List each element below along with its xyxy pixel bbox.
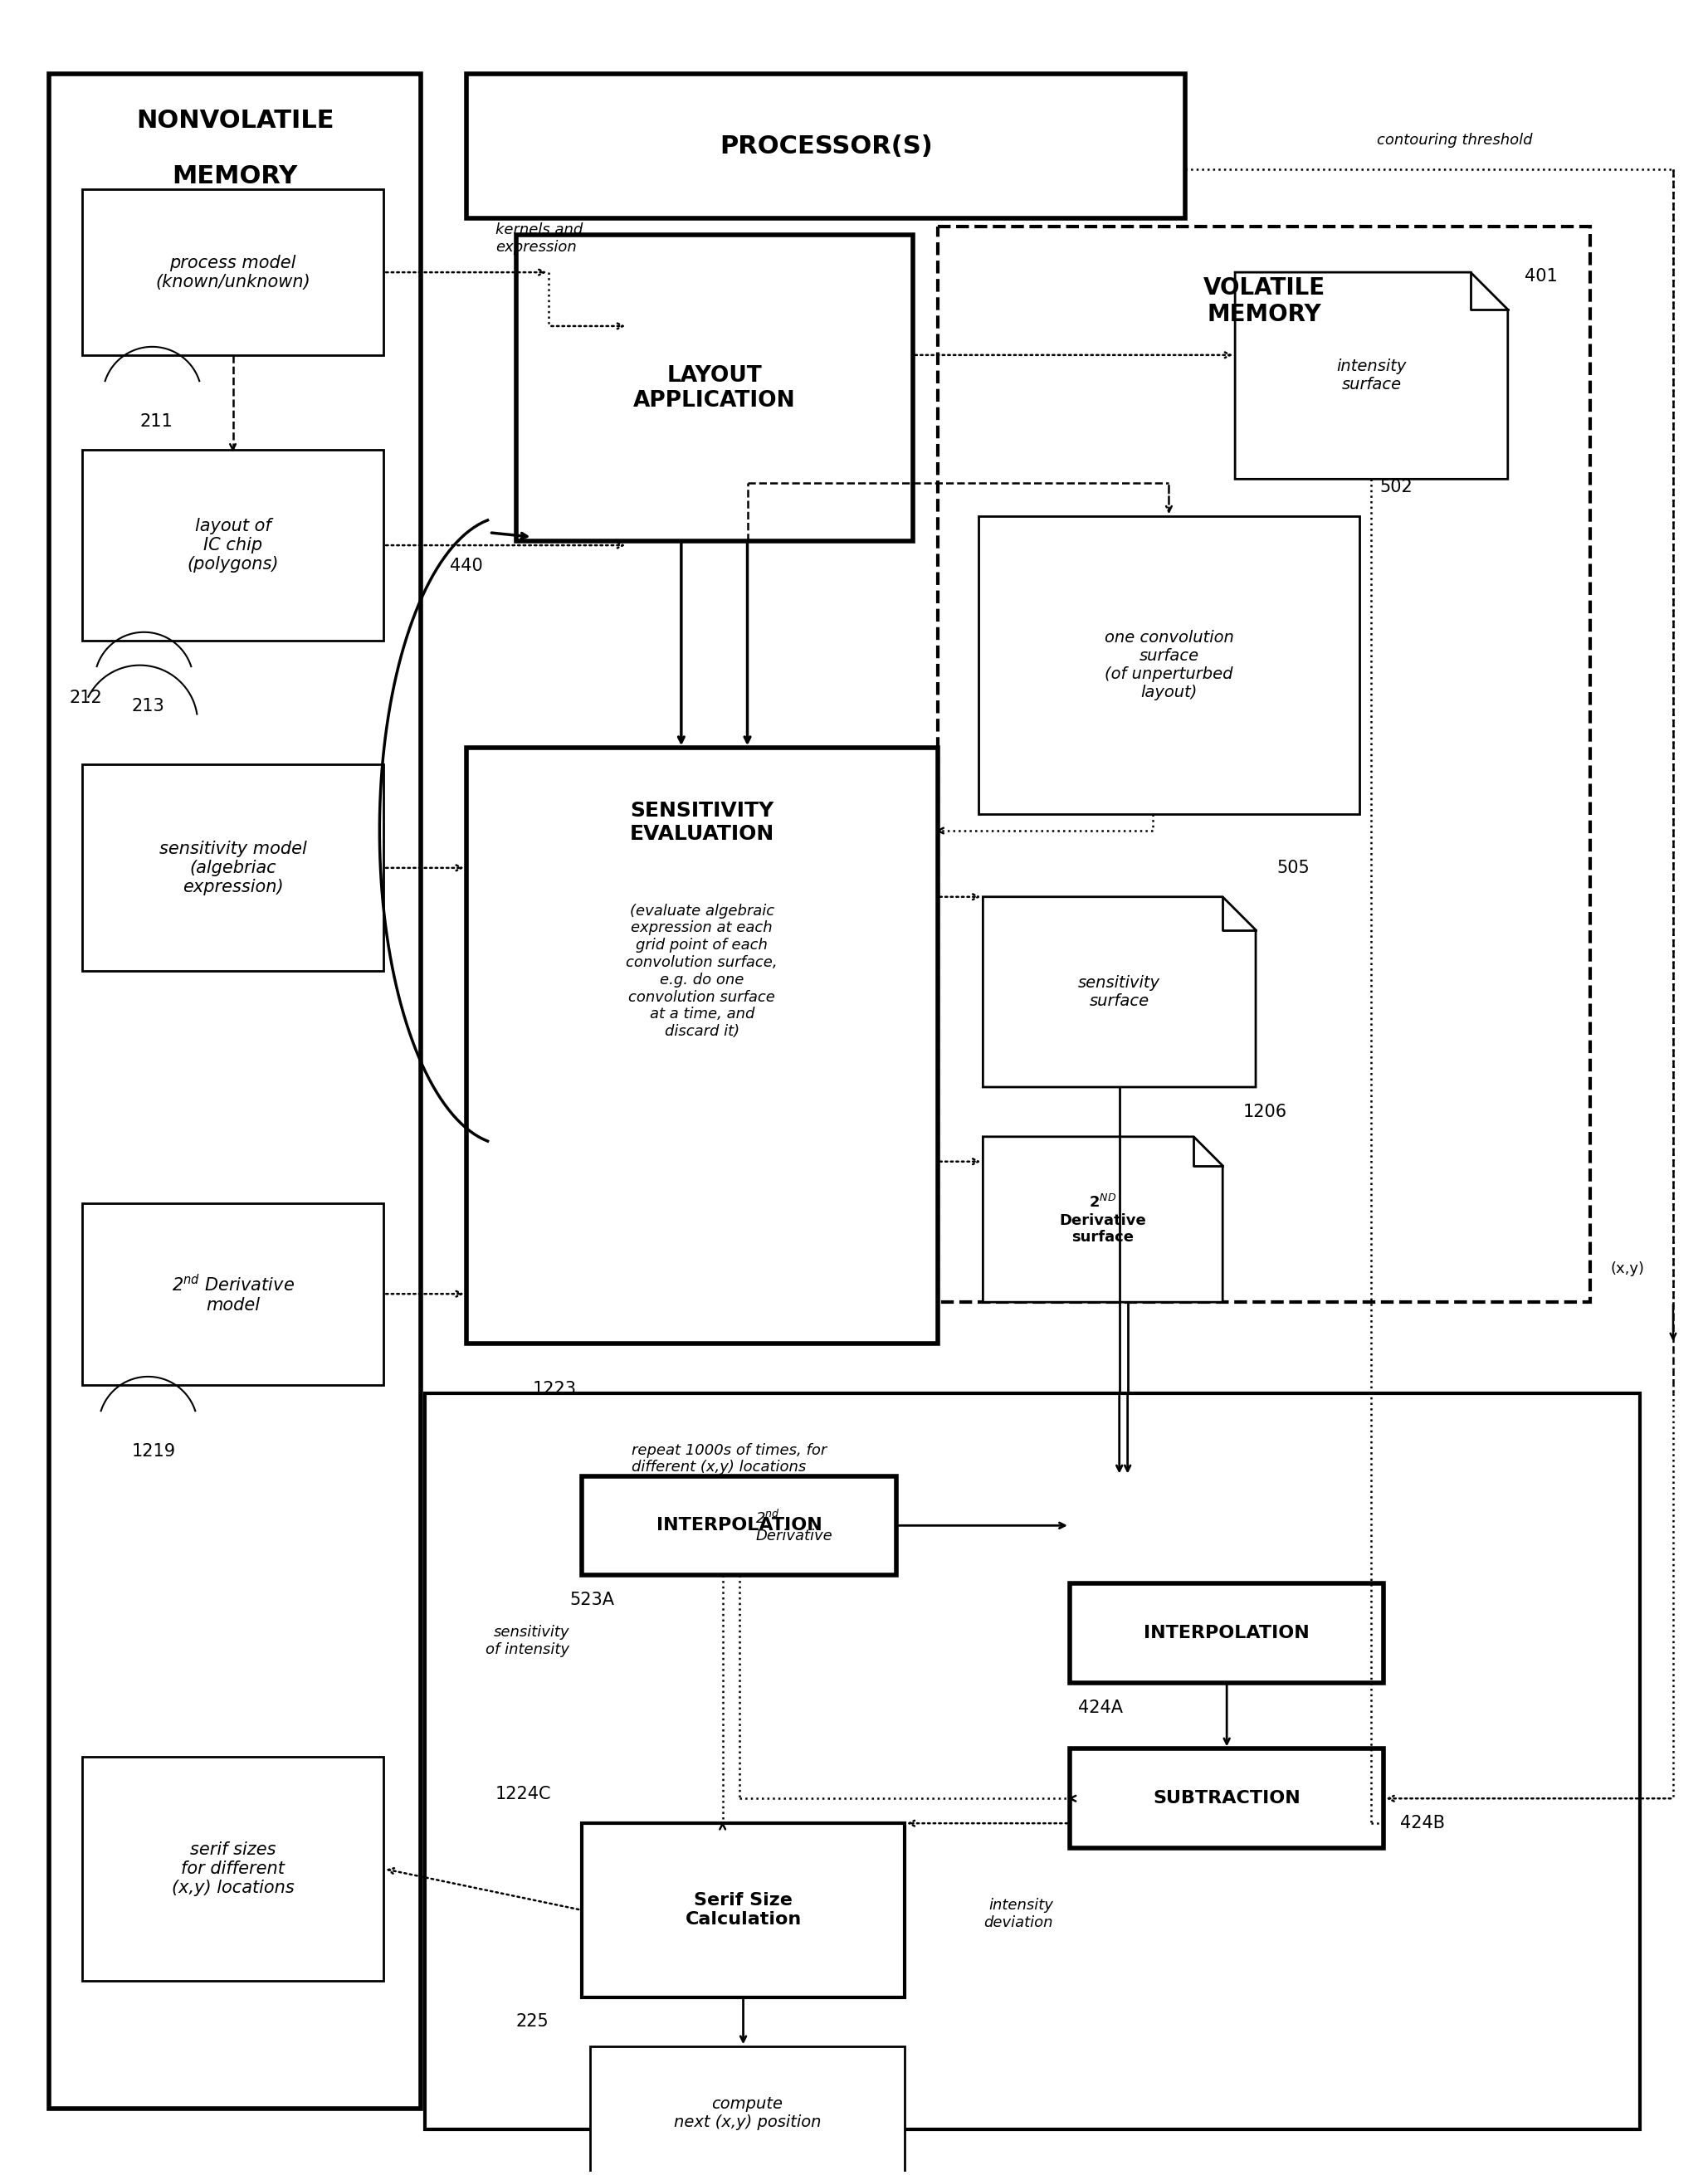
Text: 505: 505 (1276, 859, 1310, 877)
Text: INTERPOLATION: INTERPOLATION (656, 1518, 822, 1533)
Text: layout of
IC chip
(polygons): layout of IC chip (polygons) (186, 518, 278, 572)
Text: 401: 401 (1525, 268, 1558, 285)
FancyBboxPatch shape (82, 763, 384, 972)
Text: sensitivity
of intensity: sensitivity of intensity (485, 1625, 570, 1657)
Text: 225: 225 (516, 2014, 548, 2029)
Text: 1206: 1206 (1243, 1103, 1288, 1120)
Polygon shape (982, 1138, 1223, 1303)
Text: Serif Size
Calculation: Serif Size Calculation (685, 1892, 801, 1927)
FancyBboxPatch shape (466, 74, 1185, 218)
FancyBboxPatch shape (591, 2047, 905, 2175)
FancyBboxPatch shape (466, 748, 938, 1344)
Text: 2$^{nd}$
Derivative: 2$^{nd}$ Derivative (755, 1509, 832, 1544)
Polygon shape (1235, 272, 1508, 478)
Text: serif sizes
for different
(x,y) locations: serif sizes for different (x,y) location… (171, 1842, 294, 1897)
FancyBboxPatch shape (979, 515, 1360, 813)
Text: SENSITIVITY
EVALUATION: SENSITIVITY EVALUATION (630, 800, 774, 844)
Text: contouring threshold: contouring threshold (1377, 133, 1532, 148)
FancyBboxPatch shape (82, 450, 384, 639)
FancyBboxPatch shape (425, 1394, 1640, 2129)
Polygon shape (982, 896, 1255, 1088)
FancyBboxPatch shape (1069, 1749, 1383, 1849)
Text: sensitivity model
(algebriac
expression): sensitivity model (algebriac expression) (159, 840, 307, 896)
Text: sensitivity
surface: sensitivity surface (1078, 974, 1160, 1009)
FancyBboxPatch shape (582, 1477, 897, 1575)
Text: PROCESSOR(S): PROCESSOR(S) (719, 135, 933, 159)
FancyBboxPatch shape (1069, 1583, 1383, 1683)
FancyBboxPatch shape (50, 74, 420, 2110)
Text: VOLATILE
MEMORY: VOLATILE MEMORY (1202, 276, 1325, 326)
Text: process model
(known/unknown): process model (known/unknown) (155, 254, 311, 289)
FancyBboxPatch shape (82, 1203, 384, 1385)
FancyBboxPatch shape (938, 226, 1590, 1303)
Text: 212: 212 (70, 689, 102, 707)
Text: 213: 213 (132, 698, 164, 716)
Text: NONVOLATILE

MEMORY: NONVOLATILE MEMORY (137, 109, 333, 187)
Text: INTERPOLATION: INTERPOLATION (1144, 1625, 1310, 1642)
Text: 1223: 1223 (533, 1381, 577, 1396)
Text: repeat 1000s of times, for
different (x,y) locations: repeat 1000s of times, for different (x,… (632, 1442, 827, 1475)
FancyBboxPatch shape (516, 235, 912, 542)
Text: kernels and
expression: kernels and expression (495, 222, 582, 254)
Text: compute
next (x,y) position: compute next (x,y) position (673, 2097, 822, 2129)
Text: intensity
surface: intensity surface (1336, 359, 1406, 394)
Text: (x,y): (x,y) (1611, 1261, 1645, 1277)
Text: LAYOUT
APPLICATION: LAYOUT APPLICATION (634, 365, 796, 411)
FancyBboxPatch shape (82, 1757, 384, 1981)
Text: one convolution
surface
(of unperturbed
layout): one convolution surface (of unperturbed … (1105, 631, 1233, 700)
Text: SUBTRACTION: SUBTRACTION (1153, 1790, 1300, 1807)
Text: 2$^{ND}$
Derivative
surface: 2$^{ND}$ Derivative surface (1059, 1194, 1146, 1244)
Text: 523A: 523A (570, 1592, 615, 1607)
Text: 502: 502 (1380, 478, 1413, 496)
FancyBboxPatch shape (582, 1823, 905, 1997)
Text: 424B: 424B (1401, 1814, 1445, 1831)
FancyBboxPatch shape (82, 189, 384, 355)
Text: 424A: 424A (1078, 1699, 1122, 1716)
Text: (evaluate algebraic
expression at each
grid point of each
convolution surface,
e: (evaluate algebraic expression at each g… (627, 903, 777, 1040)
Text: 2$^{nd}$ Derivative
model: 2$^{nd}$ Derivative model (171, 1275, 294, 1314)
Text: 1224C: 1224C (495, 1786, 552, 1803)
Text: 440: 440 (449, 557, 483, 574)
Text: intensity
deviation: intensity deviation (984, 1899, 1054, 1929)
Text: 1219: 1219 (132, 1442, 176, 1459)
Text: 211: 211 (140, 413, 173, 428)
